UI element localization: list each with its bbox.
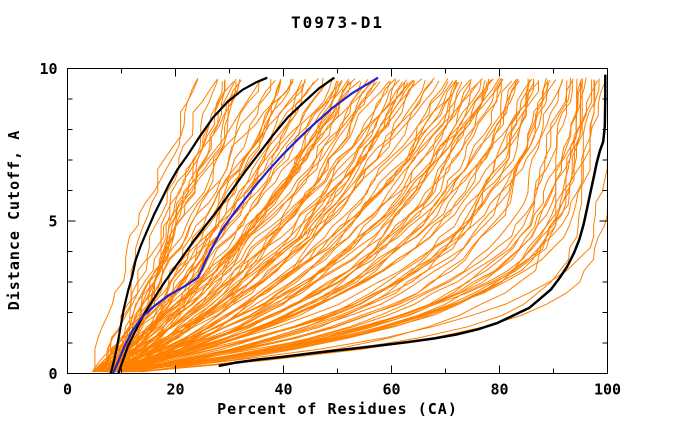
ensemble-curves: [91, 77, 608, 373]
prediction-curve: [93, 79, 303, 373]
prediction-curve: [105, 78, 219, 372]
prediction-curve: [92, 78, 331, 373]
prediction-curve: [94, 77, 199, 372]
prediction-curve: [128, 81, 463, 373]
prediction-curve: [108, 79, 415, 373]
prediction-curve: [94, 80, 391, 373]
x-tick-label: 100: [594, 381, 621, 399]
y-tick-label: 10: [39, 60, 57, 78]
prediction-curve: [110, 81, 458, 373]
prediction-curve: [91, 78, 319, 372]
prediction-curve: [99, 78, 423, 373]
prediction-curve: [102, 78, 483, 373]
prediction-curve: [134, 80, 568, 373]
prediction-curve: [114, 81, 606, 373]
prediction-curve: [133, 81, 548, 373]
prediction-curve: [108, 80, 596, 373]
prediction-curve: [104, 79, 457, 373]
prediction-curve: [123, 80, 599, 373]
prediction-curve: [104, 79, 369, 373]
prediction-curve: [107, 79, 516, 373]
prediction-curve: [125, 78, 571, 373]
x-tick-label: 60: [382, 381, 400, 399]
prediction-curve: [103, 79, 492, 373]
prediction-curve: [122, 78, 502, 373]
y-tick-label: 0: [48, 365, 57, 383]
prediction-curve: [102, 79, 471, 373]
prediction-curve: [126, 79, 564, 373]
x-tick-label: 40: [274, 381, 292, 399]
prediction-curve: [108, 80, 563, 373]
reference-model-2-curve: [117, 76, 335, 374]
prediction-curve: [111, 80, 539, 373]
prediction-curve: [120, 80, 338, 373]
prediction-curve: [106, 78, 529, 373]
prediction-curve: [96, 79, 260, 373]
prediction-curve: [94, 78, 502, 373]
prediction-curve: [129, 81, 530, 373]
prediction-curve: [116, 79, 400, 373]
prediction-curve: [94, 77, 501, 373]
x-tick-label: 20: [166, 381, 184, 399]
prediction-curve: [116, 79, 472, 373]
prediction-curve: [134, 79, 595, 373]
tick-labels: 0 20 40 60 80 100 0 5 10: [39, 60, 621, 399]
prediction-curve: [128, 81, 458, 373]
prediction-curve: [103, 80, 513, 373]
prediction-curve: [100, 80, 374, 373]
plot-frame: [67, 68, 608, 374]
prediction-curve: [110, 80, 440, 373]
prediction-curve: [110, 80, 549, 373]
prediction-curve: [93, 79, 343, 373]
highlighted-model-curve: [111, 76, 379, 374]
prediction-curve: [106, 81, 362, 373]
reference-model-1-curve: [109, 76, 268, 374]
prediction-curve: [100, 78, 262, 373]
prediction-curve: [123, 80, 550, 373]
prediction-curve: [93, 80, 372, 373]
prediction-curve: [112, 80, 520, 373]
prediction-curve: [115, 80, 433, 373]
prediction-curve: [94, 78, 282, 373]
y-tick-label: 5: [48, 213, 57, 231]
x-tick-label: 0: [63, 381, 72, 399]
best-model-envelope-curve: [218, 74, 607, 368]
prediction-curve: [122, 81, 342, 372]
x-axis-label: Percent of Residues (CA): [217, 400, 458, 418]
prediction-curve: [114, 81, 535, 373]
prediction-curve: [106, 80, 581, 373]
prediction-curve: [118, 78, 518, 373]
prediction-curve: [109, 79, 557, 373]
x-tick-label: 80: [490, 381, 508, 399]
prediction-curve: [114, 78, 600, 373]
prediction-curve: [95, 81, 472, 373]
prediction-curve: [115, 79, 242, 372]
prediction-curve: [106, 81, 306, 373]
prediction-curve: [106, 81, 539, 373]
prediction-curve: [100, 81, 406, 373]
prediction-curve: [99, 77, 547, 373]
plot-title: T0973-D1: [290, 13, 385, 32]
prediction-curve: [95, 79, 397, 373]
